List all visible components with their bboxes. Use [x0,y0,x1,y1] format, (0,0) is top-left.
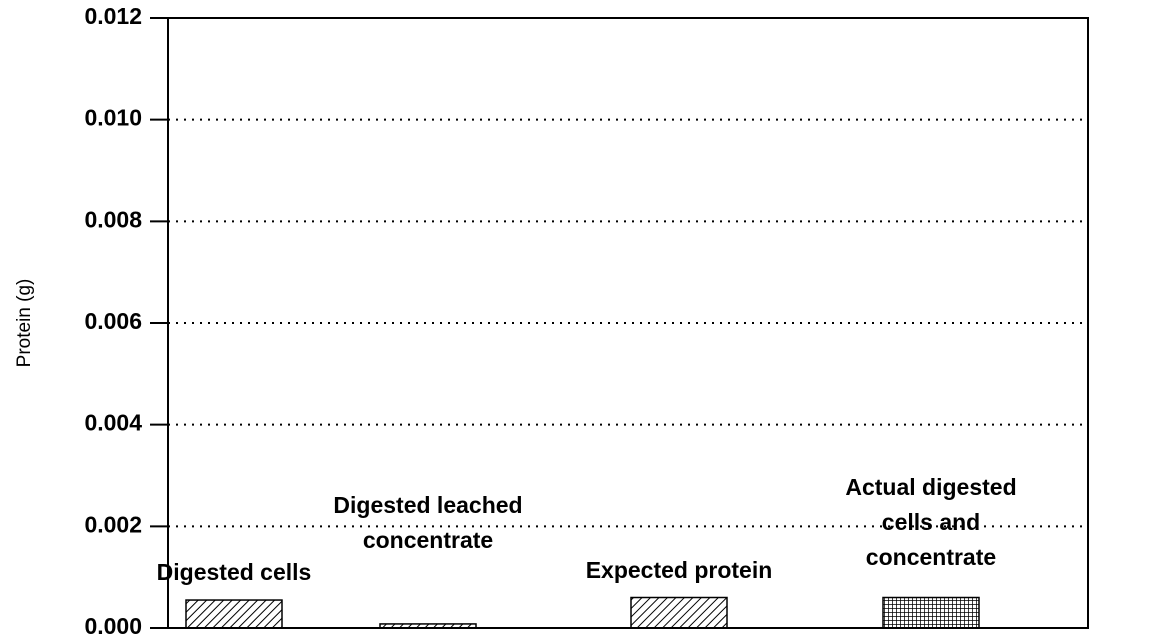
y-tick-label: 0.000 [84,613,142,639]
bar [185,599,283,629]
category-label: Digested cells [156,559,312,585]
y-tick-label: 0.004 [84,410,142,436]
category-label: Expected protein [585,557,773,583]
y-tick-label: 0.002 [84,511,142,537]
y-axis-label: Protein (g) [14,279,35,368]
y-tick-label: 0.012 [84,3,142,29]
bar [630,596,728,629]
y-tick-label: 0.008 [84,206,142,232]
category-label: Actual digested cells and concentrate [845,474,1017,570]
y-tick-label: 0.006 [84,308,142,334]
y-tick-label: 0.010 [84,105,142,131]
bar [882,596,980,629]
plot-frame [167,17,1089,629]
bar [379,623,477,629]
category-label: Digested leached concentrate [333,492,523,553]
